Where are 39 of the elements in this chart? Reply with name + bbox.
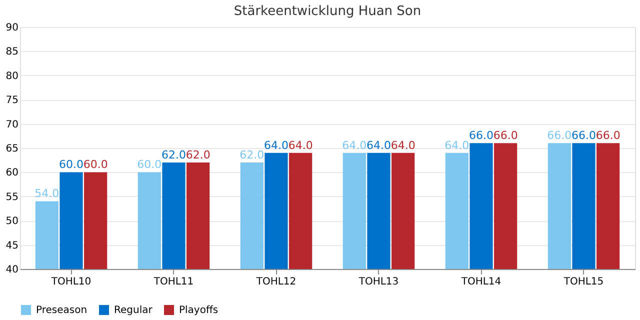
legend-label: Playoffs xyxy=(179,305,218,316)
data-label: 60.0 xyxy=(59,158,84,172)
data-label: 64.0 xyxy=(342,138,367,152)
y-tick-label: 85 xyxy=(6,46,18,58)
y-tick-label: 50 xyxy=(6,216,18,228)
y-tick-label: 40 xyxy=(6,264,18,276)
x-tick-label: TOHL13 xyxy=(358,276,399,288)
data-label: 60.0 xyxy=(83,158,108,172)
legend-label: Regular xyxy=(114,305,154,316)
x-tick-label: TOHL14 xyxy=(460,276,502,288)
y-tick-label: 45 xyxy=(6,240,18,252)
y-tick-label: 80 xyxy=(6,70,18,82)
x-tick-label: TOHL15 xyxy=(562,276,604,288)
data-label: 62.0 xyxy=(162,148,186,162)
y-tick-label: 55 xyxy=(6,192,18,203)
y-tick-label: 70 xyxy=(6,119,18,130)
y-tick-label: 65 xyxy=(6,144,18,154)
data-label: 64.0 xyxy=(264,138,288,152)
y-tick-label: 60 xyxy=(6,168,18,179)
y-tick-label: 75 xyxy=(6,95,18,106)
x-tick-label: TOHL11 xyxy=(152,276,194,288)
data-label: 62.0 xyxy=(240,148,264,162)
data-label: 64.0 xyxy=(390,138,416,152)
data-label: 66.0 xyxy=(572,129,596,142)
data-label: 62.0 xyxy=(186,148,210,162)
legend-label: Preseason xyxy=(36,305,88,316)
data-label: 66.0 xyxy=(596,129,620,142)
data-label: 64.0 xyxy=(288,138,313,152)
data-label: 64.0 xyxy=(444,138,470,152)
data-label: 66.0 xyxy=(493,129,518,142)
data-label: 60.0 xyxy=(137,158,162,172)
chart-title: Stärkeentwicklung Huan Son xyxy=(234,4,422,19)
y-tick-label: 90 xyxy=(6,22,18,34)
x-tick-label: TOHL12 xyxy=(255,276,296,288)
x-tick-label: TOHL10 xyxy=(50,276,92,288)
data-label: 66.0 xyxy=(547,129,572,142)
data-label: 54.0 xyxy=(34,187,60,200)
data-label: 66.0 xyxy=(469,129,494,142)
data-label: 64.0 xyxy=(366,138,391,152)
